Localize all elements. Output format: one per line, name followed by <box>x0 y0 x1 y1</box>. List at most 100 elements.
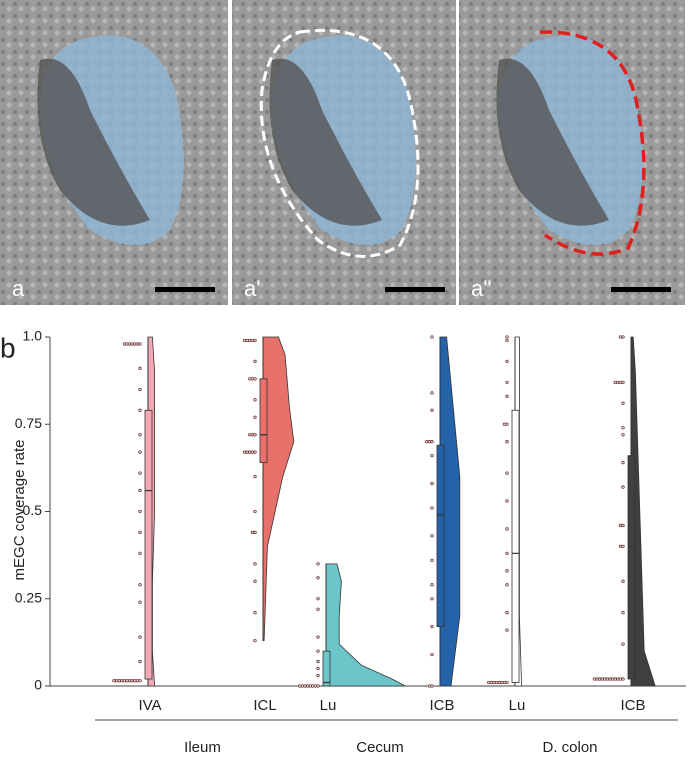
point <box>248 450 252 454</box>
point <box>430 440 434 444</box>
point <box>505 338 509 343</box>
point <box>621 544 625 549</box>
point <box>138 600 142 604</box>
em-panel: a <box>0 0 228 305</box>
point <box>138 530 142 535</box>
x-tick-label: ICB <box>429 697 454 714</box>
point <box>430 454 434 458</box>
point <box>505 499 509 503</box>
point <box>621 460 625 465</box>
point <box>122 342 127 346</box>
point <box>505 551 509 556</box>
point <box>305 684 310 688</box>
point <box>430 335 434 339</box>
point <box>245 338 249 343</box>
point <box>303 684 307 688</box>
point <box>616 677 620 681</box>
group-label: Cecum <box>356 739 404 756</box>
point <box>502 680 507 685</box>
y-tick-label: 0 <box>34 677 42 693</box>
point <box>138 433 142 437</box>
point <box>430 597 434 601</box>
point <box>505 440 509 444</box>
point <box>133 679 137 683</box>
point <box>114 679 119 683</box>
point <box>138 551 142 556</box>
point <box>138 450 142 454</box>
x-tick-label: ICL <box>253 697 276 714</box>
point <box>427 440 432 444</box>
box <box>511 409 520 683</box>
point <box>316 562 320 566</box>
point <box>505 380 509 385</box>
point <box>253 562 257 566</box>
point <box>250 433 255 437</box>
point <box>316 659 320 664</box>
point <box>125 342 129 346</box>
point <box>253 611 257 615</box>
x-tick-label: ICB <box>620 697 645 714</box>
group-label: D. colon <box>542 739 597 756</box>
point <box>138 509 142 514</box>
point <box>505 628 509 632</box>
em-panel: a' <box>232 0 456 305</box>
point <box>316 576 320 580</box>
point <box>313 684 318 688</box>
point <box>112 679 116 683</box>
point <box>253 433 257 437</box>
point <box>592 677 597 681</box>
point <box>430 625 434 629</box>
point <box>138 366 142 371</box>
point <box>138 471 142 475</box>
point <box>621 523 625 528</box>
point <box>430 652 434 657</box>
point <box>120 679 124 683</box>
group-label: Ileum <box>184 739 221 756</box>
point <box>430 558 434 563</box>
point <box>505 611 509 615</box>
point <box>316 597 320 601</box>
point <box>430 684 434 688</box>
point <box>127 342 132 346</box>
point <box>505 359 509 364</box>
box <box>259 378 268 464</box>
point <box>505 569 509 573</box>
point <box>605 677 610 681</box>
point <box>250 377 255 381</box>
point <box>138 342 142 346</box>
point <box>502 422 507 426</box>
point <box>600 677 604 681</box>
point <box>242 338 247 343</box>
x-tick-label: Lu <box>509 697 526 714</box>
point <box>616 380 620 385</box>
point <box>610 677 615 681</box>
y-tick-label: 0.25 <box>15 589 42 605</box>
point <box>130 342 134 346</box>
y-tick-label: 0.5 <box>23 502 43 518</box>
point <box>618 544 623 549</box>
x-tick-label: IVA <box>138 697 161 714</box>
point <box>316 649 320 653</box>
point <box>487 680 491 685</box>
point <box>621 335 625 339</box>
point <box>253 398 257 402</box>
point <box>430 408 434 412</box>
point <box>316 635 320 639</box>
point <box>245 450 249 454</box>
point <box>248 433 252 437</box>
point <box>613 380 617 385</box>
point <box>138 679 142 683</box>
violin <box>262 336 295 642</box>
point <box>253 509 257 514</box>
point <box>608 677 612 681</box>
point <box>250 530 255 535</box>
point <box>138 387 142 392</box>
em-panel: a'' <box>459 0 685 305</box>
point <box>505 394 509 398</box>
point <box>250 450 255 454</box>
point <box>500 680 504 685</box>
point <box>494 680 499 685</box>
point <box>242 450 247 454</box>
panel-label: b <box>0 332 16 363</box>
point <box>621 401 625 405</box>
